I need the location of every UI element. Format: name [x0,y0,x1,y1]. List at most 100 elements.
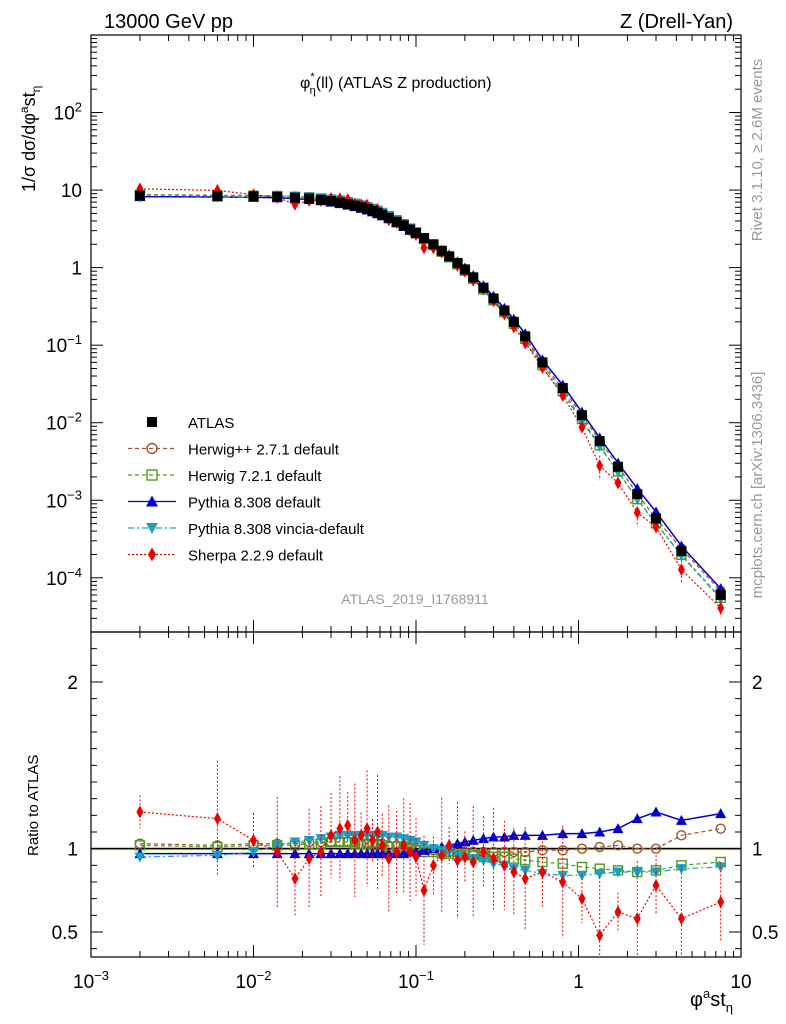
y-tick-label: 10−4 [46,565,82,590]
data-point [398,220,409,231]
data-point [650,843,662,854]
legend-marker [146,523,158,534]
x-axis-label-b: st [710,989,726,1011]
legend-marker [146,469,158,481]
data-point [342,199,353,210]
data-point [508,829,520,840]
data-point [536,829,548,840]
data-point [557,828,569,839]
y-axis-label-a: 1/σ dσ/dφ [19,113,39,192]
data-point [715,808,727,819]
chart-title-sup: * [310,71,315,83]
y-tick-label-base: 10 [46,491,67,512]
rivet-version-label: Rivet 3.1.10, ≥ 2.6M events [749,59,766,242]
y-tick-label-exp: −2 [67,410,82,425]
data-point [418,233,429,244]
data-point [136,805,144,819]
data-point [273,845,281,859]
chart-title: φ* η(ll) (ATLAS Z production) [300,71,492,97]
legend-label: Herwig++ 2.7.1 default [188,442,340,459]
legend-marker [147,417,157,427]
y-tick-label-base: 10 [54,104,75,125]
ratio-y-tick-label-right: 1 [752,840,763,861]
data-point [578,892,586,906]
data-point [594,869,606,880]
data-point [576,843,588,854]
data-point [134,852,146,863]
ratio-y-axis-label: Ratio to ATLAS [25,755,42,856]
analysis-id: ATLAS_2019_I1768911 [341,591,489,607]
legend-marker [146,442,158,455]
data-point [510,865,518,879]
chart-title-sub: η [310,85,316,97]
data-point [596,459,604,473]
data-point [436,245,447,256]
data-point [134,190,145,201]
y-tick-label-base: 1 [71,259,82,280]
data-point [315,194,326,205]
y-tick-label-base: 10 [46,336,67,357]
y-axis-label-b: st [19,92,39,106]
data-point [369,833,377,847]
data-point [378,838,386,852]
data-point [212,190,223,201]
data-point [676,546,687,557]
series-0 [134,190,726,601]
data-point [519,865,531,876]
main-ticks [90,35,741,633]
data-point [344,818,352,832]
data-point [444,251,455,262]
x-tick-label-base: 10 [398,972,419,993]
data-point [651,513,662,524]
data-point [349,200,360,211]
data-point [576,410,587,421]
data-point [478,282,489,293]
data-point [248,191,259,202]
data-point [652,878,660,892]
data-point [717,895,725,909]
data-point [363,822,371,836]
y-tick-label-base: 10 [46,569,67,590]
x-tick-labels: 10−3 10−2 10−1 1 10 [73,968,752,993]
legend-label: Pythia 8.308 vincia-default [188,521,365,538]
data-point [632,843,643,854]
x-tick-label: 10−3 [73,968,109,993]
legend-label: Herwig 7.2.1 default [188,468,322,485]
legend-marker [146,495,158,507]
main-series [134,182,727,618]
ratio-y-tick-label: 2 [67,673,78,694]
data-point [418,840,430,851]
legend-item: Pythia 8.308 default [128,495,321,512]
data-point [717,601,725,615]
legend-label: ATLAS [188,415,234,432]
data-point [412,850,420,864]
x-tick-label-base: 10 [730,972,751,993]
ratio-panel: 0.5 0.5 1 1 2 2 [52,631,778,958]
data-point [520,331,531,342]
data-point [559,875,567,889]
chart-title-phi: φ [300,75,310,92]
data-point [594,436,605,447]
data-point [594,826,606,837]
data-point [406,845,414,859]
main-frame [90,34,742,633]
data-point [391,216,402,227]
data-point [428,239,439,250]
x-axis-label: φastη [690,986,733,1015]
ratio-series-3 [134,806,727,859]
data-point [519,829,531,840]
y-axis-label-sub: η [29,86,43,93]
series-line [139,195,722,600]
ratio-y-tick-label-right: 0.5 [752,923,778,944]
y-tick-label: 1 [71,259,82,280]
data-point [677,912,685,926]
series-line [139,188,722,609]
data-point [357,828,365,842]
ratio-series-5 [136,760,725,957]
ratio-y-tick-label: 0.5 [52,923,78,944]
y-tick-label: 102 [54,100,82,125]
data-point [488,293,499,304]
data-point [336,822,344,836]
x-axis-label-sub: η [726,1000,733,1015]
